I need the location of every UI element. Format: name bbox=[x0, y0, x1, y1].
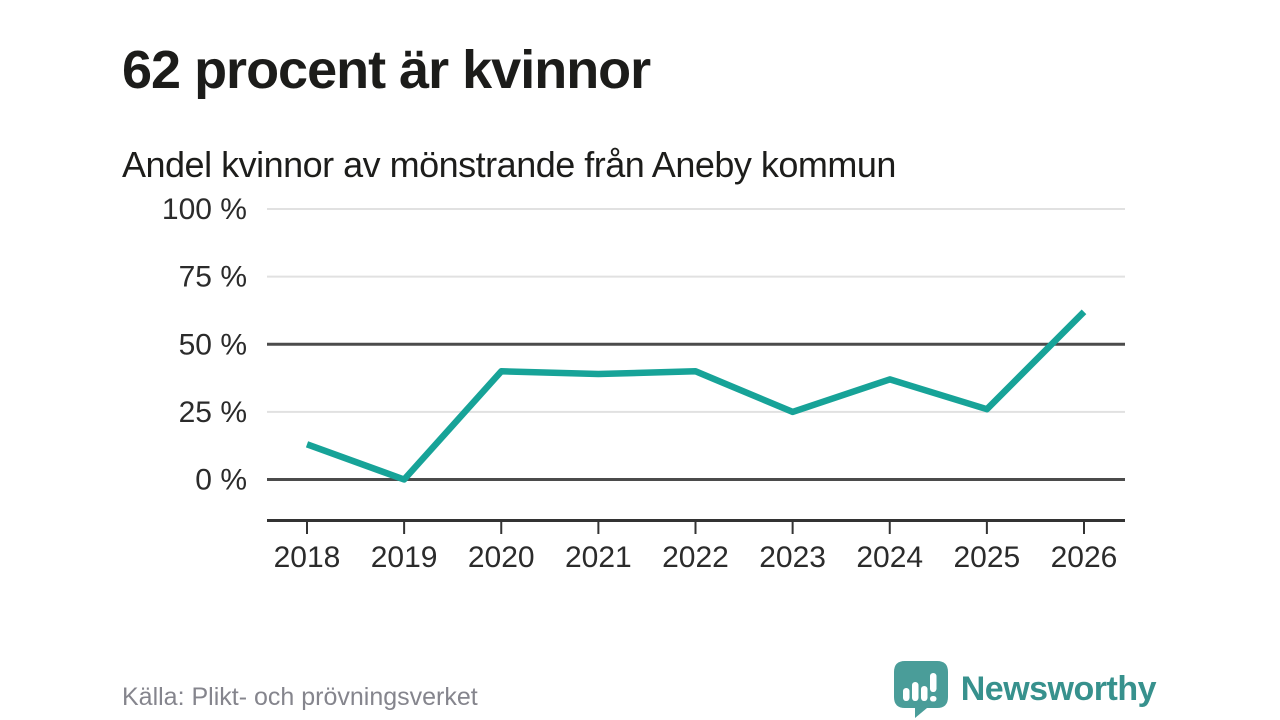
x-tick-label-2026: 2026 bbox=[1051, 541, 1118, 574]
x-tick-label-2018: 2018 bbox=[274, 541, 341, 574]
y-tick-label-50: 50 % bbox=[179, 328, 247, 361]
newsworthy-logo-text: Newsworthy bbox=[960, 670, 1157, 708]
logo-exclamation-bar bbox=[929, 673, 937, 692]
x-tick-label-2020: 2020 bbox=[468, 541, 535, 574]
y-tick-label-25: 25 % bbox=[179, 396, 247, 429]
chart-title: 62 procent är kvinnor bbox=[122, 40, 651, 101]
y-tick-label-0: 0 % bbox=[195, 464, 247, 497]
chart-subtitle: Andel kvinnor av mönstrande från Aneby k… bbox=[122, 143, 896, 185]
x-tick-label-2025: 2025 bbox=[954, 541, 1021, 574]
x-tick-label-2022: 2022 bbox=[662, 541, 729, 574]
logo-bar-2 bbox=[911, 682, 919, 701]
logo-bar-3 bbox=[920, 686, 928, 701]
source-note: Källa: Plikt- och prövningsverket bbox=[122, 683, 478, 711]
x-tick-label-2019: 2019 bbox=[371, 541, 438, 574]
logo-bar-1 bbox=[902, 688, 910, 701]
y-tick-label-75: 75 % bbox=[179, 261, 247, 294]
newsworthy-logo: Newsworthy bbox=[893, 661, 1157, 718]
y-tick-label-100: 100 % bbox=[162, 193, 247, 226]
x-tick-label-2024: 2024 bbox=[856, 541, 923, 574]
x-tick-label-2021: 2021 bbox=[565, 541, 632, 574]
newsworthy-logo-icon bbox=[893, 661, 948, 718]
x-tick-label-2023: 2023 bbox=[759, 541, 826, 574]
line-chart: 0 % 25 % 50 % 75 % 100 % 2018 2019 2020 2021 2022… bbox=[162, 193, 1125, 574]
logo-exclamation-dot bbox=[929, 696, 937, 702]
data-line-andel-kvinnor-av-mönstrande bbox=[305, 309, 1087, 483]
